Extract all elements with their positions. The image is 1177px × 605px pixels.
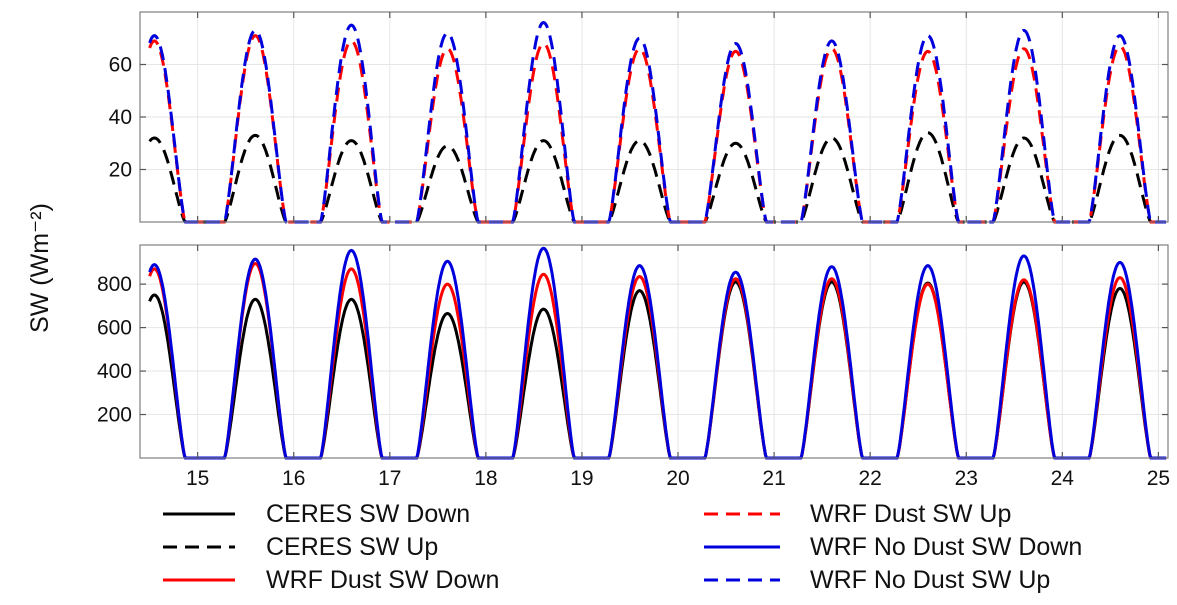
panel-sw-up: 20 40 60 [109, 11, 1169, 224]
legend-label: WRF No Dust SW Down [810, 533, 1082, 561]
legend-label: WRF Dust SW Down [266, 566, 499, 594]
legend-item-wrf-dust-sw-up: WRF Dust SW Up [704, 500, 1011, 528]
legend-label: CERES SW Down [266, 500, 470, 528]
y-tick-label: 200 [97, 404, 132, 427]
x-tick-label: 24 [1051, 467, 1075, 490]
x-axis: 15 16 17 18 19 20 21 22 23 24 25 [186, 467, 1170, 490]
y-tick-label: 20 [109, 159, 132, 182]
x-tick-label: 16 [282, 467, 305, 490]
series-wrf-no-dust-sw-up [148, 21, 1167, 224]
x-tick-label: 21 [762, 467, 785, 490]
legend-item-wrf-no-dust-sw-up: WRF No Dust SW Up [704, 566, 1050, 594]
x-tick-label: 19 [570, 467, 593, 490]
x-tick-label: 25 [1147, 467, 1170, 490]
x-tick-label: 17 [378, 467, 401, 490]
legend-item-wrf-dust-sw-down: WRF Dust SW Down [163, 566, 499, 594]
legend-item-ceres-sw-up: CERES SW Up [163, 533, 438, 561]
x-tick-label: 20 [666, 467, 689, 490]
x-tick-label: 18 [474, 467, 497, 490]
plot-frame [139, 244, 1169, 459]
y-axis-label: SW (Wm⁻²) [26, 203, 54, 333]
y-tick-label: 60 [109, 54, 132, 77]
legend: CERES SW Down CERES SW Up WRF Dust SW Down… [163, 500, 1082, 594]
x-tick-label: 22 [858, 467, 881, 490]
series-ceres-sw-up [148, 131, 1167, 224]
y-tick-label: 600 [97, 317, 132, 340]
legend-item-wrf-no-dust-sw-down: WRF No Dust SW Down [704, 533, 1082, 561]
series-wrf-no-dust-sw-down [148, 246, 1167, 460]
x-tick-label: 23 [955, 467, 978, 490]
legend-label: CERES SW Up [266, 533, 438, 561]
y-tick-label: 400 [97, 360, 132, 383]
legend-label: WRF Dust SW Up [810, 500, 1011, 528]
legend-item-ceres-sw-down: CERES SW Down [163, 500, 470, 528]
panel-sw-down: 200 400 600 800 [97, 244, 1169, 460]
x-tick-label: 15 [186, 467, 209, 490]
y-tick-label: 40 [109, 106, 132, 129]
legend-label: WRF No Dust SW Up [810, 566, 1050, 594]
y-tick-label: 800 [97, 273, 132, 296]
